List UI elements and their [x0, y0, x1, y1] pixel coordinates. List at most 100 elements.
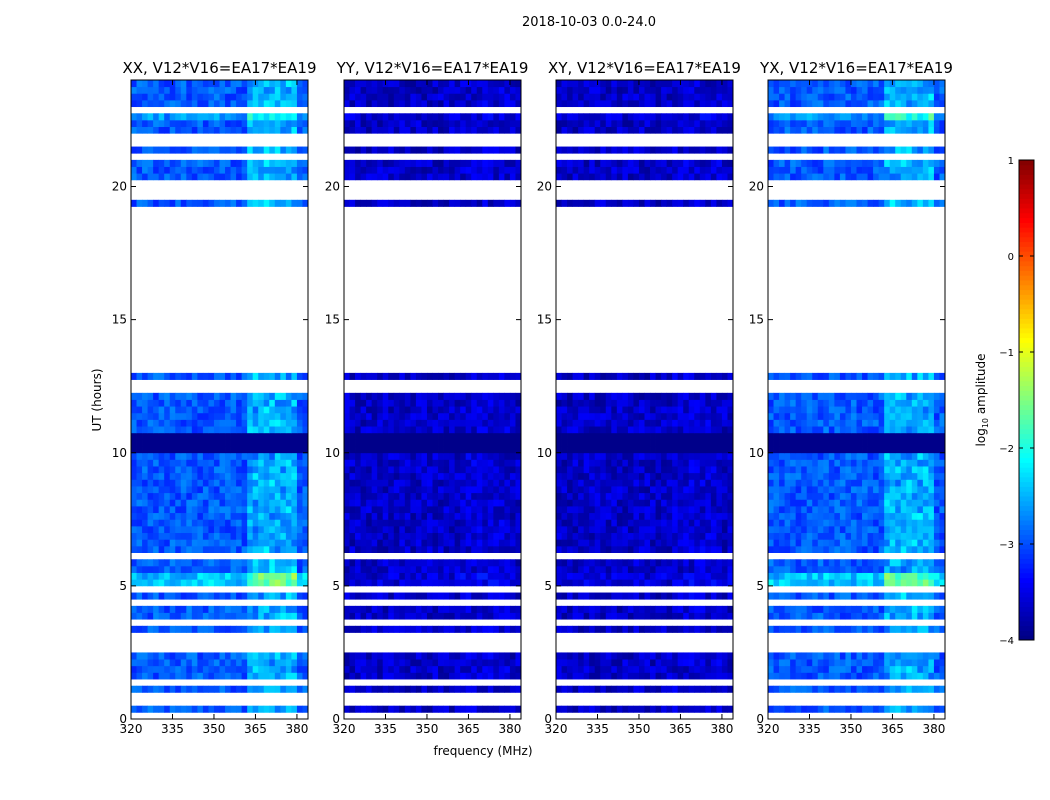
heatmap-cell	[274, 625, 281, 633]
heatmap-cell	[382, 466, 389, 474]
heatmap-cell	[236, 399, 243, 407]
heatmap-cell	[382, 472, 389, 480]
heatmap-cell	[716, 492, 723, 500]
heatmap-cell	[404, 432, 411, 440]
heatmap-cell	[426, 392, 433, 400]
heatmap-cell	[208, 80, 215, 88]
heatmap-cell	[556, 659, 562, 667]
heatmap-cell	[393, 665, 400, 673]
heatmap-cell	[366, 519, 373, 527]
heatmap-cell	[487, 466, 494, 474]
heatmap-cell	[404, 545, 411, 553]
heatmap-cell	[296, 419, 303, 427]
heatmap-cell	[661, 146, 668, 154]
heatmap-cell	[633, 126, 640, 134]
heatmap-cell	[202, 119, 209, 127]
heatmap-cell	[611, 519, 618, 527]
heatmap-cell	[158, 446, 165, 454]
heatmap-cell	[388, 426, 395, 434]
heatmap-cell	[153, 99, 160, 108]
heatmap-cell	[600, 166, 607, 174]
heatmap-cell	[567, 705, 573, 713]
heatmap-cell	[175, 592, 182, 600]
heatmap-cell	[302, 372, 309, 380]
heatmap-cell	[421, 519, 428, 527]
heatmap-cell	[605, 625, 612, 633]
heatmap-cell	[280, 592, 287, 600]
heatmap-cell	[291, 572, 298, 580]
heatmap-cell	[180, 126, 187, 134]
heatmap-cell	[426, 659, 433, 667]
heatmap-cell	[236, 166, 243, 174]
heatmap-cell	[197, 672, 204, 680]
heatmap-cell	[705, 472, 712, 480]
heatmap-cell	[169, 559, 176, 567]
heatmap-cell	[683, 439, 690, 447]
heatmap-cell	[219, 479, 226, 487]
heatmap-cell	[666, 539, 673, 547]
heatmap-cell	[366, 372, 373, 380]
heatmap-cell	[415, 439, 422, 447]
heatmap-cell	[263, 399, 270, 407]
heatmap-cell	[175, 559, 182, 567]
heatmap-cell	[269, 459, 276, 467]
heatmap-cell	[509, 532, 516, 540]
heatmap-cell	[421, 565, 428, 573]
heatmap-cell	[169, 506, 176, 514]
heatmap-cell	[716, 612, 723, 620]
heatmap-cell	[449, 545, 456, 553]
heatmap-cell	[186, 612, 193, 620]
heatmap-cell	[677, 199, 684, 207]
heatmap-cell	[280, 86, 287, 94]
heatmap-cell	[285, 472, 292, 480]
heatmap-cell	[622, 605, 629, 613]
heatmap-cell	[360, 559, 367, 567]
heatmap-cell	[355, 592, 361, 600]
heatmap-cell	[661, 532, 668, 540]
heatmap-cell	[438, 412, 444, 420]
heatmap-cell	[219, 525, 226, 534]
heatmap-cell	[594, 419, 601, 427]
x-tick-label: 320	[545, 722, 568, 736]
heatmap-cell	[426, 652, 433, 660]
heatmap-cell	[291, 399, 298, 407]
heatmap-cell	[661, 86, 668, 94]
heatmap-cell	[710, 659, 717, 667]
heatmap-cell	[493, 173, 500, 181]
heatmap-cell	[454, 419, 461, 427]
heatmap-cell	[142, 625, 148, 633]
heatmap-cell	[721, 506, 728, 514]
heatmap-cell	[258, 146, 265, 154]
heatmap-cell	[296, 119, 303, 127]
heatmap-cell	[561, 532, 568, 540]
heatmap-cell	[556, 486, 562, 494]
heatmap-cell	[688, 479, 695, 487]
heatmap-cell	[285, 80, 292, 88]
heatmap-cell	[471, 532, 478, 540]
heatmap-cell	[661, 519, 668, 527]
heatmap-cell	[377, 492, 384, 500]
heatmap-cell	[410, 545, 417, 553]
heatmap-cell	[672, 412, 679, 420]
heatmap-cell	[197, 499, 204, 507]
heatmap-cell	[230, 592, 237, 600]
heatmap-cell	[556, 532, 562, 540]
heatmap-cell	[371, 113, 378, 121]
heatmap-cell	[241, 439, 248, 447]
heatmap-cell	[415, 86, 422, 94]
heatmap-cell	[410, 605, 417, 613]
heatmap-cell	[699, 605, 706, 613]
heatmap-cell	[197, 432, 204, 440]
heatmap-cell	[611, 572, 618, 580]
heatmap-cell	[366, 419, 373, 427]
heatmap-cell	[471, 705, 478, 713]
heatmap-cell	[421, 119, 428, 127]
heatmap-cell	[291, 479, 298, 487]
heatmap-cell	[366, 532, 373, 540]
heatmap-cell	[208, 605, 215, 613]
heatmap-cell	[644, 525, 651, 534]
heatmap-cell	[699, 446, 706, 454]
heatmap-cell	[487, 199, 494, 207]
heatmap-cell	[688, 579, 695, 587]
heatmap-cell	[158, 685, 165, 693]
